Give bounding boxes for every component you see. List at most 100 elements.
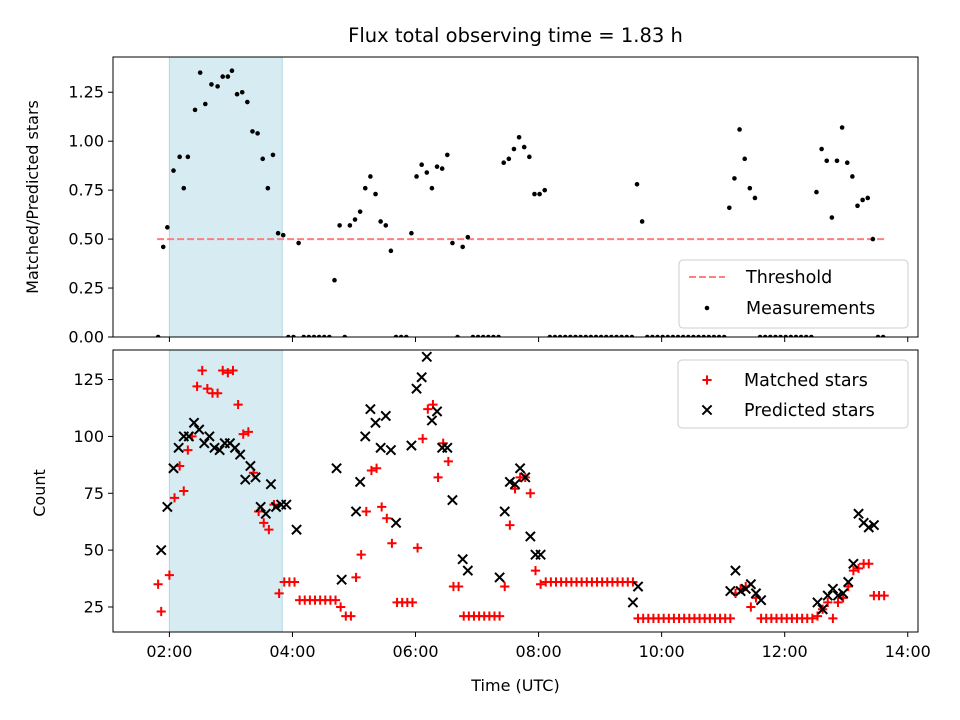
predicted-stars-point: [514, 462, 526, 474]
legend-threshold-label: Threshold: [745, 268, 832, 288]
predicted-stars-point: [350, 506, 362, 517]
matched-stars-point: [525, 488, 535, 498]
measurement-point: [491, 334, 496, 337]
predicted-stars-point: [421, 351, 433, 363]
predicted-stars-point: [173, 442, 184, 454]
x-tick-label: 04:00: [269, 642, 315, 661]
predicted-stars-point: [245, 460, 256, 472]
y-tick-label: 75: [84, 484, 104, 503]
predicted-stars-point: [365, 403, 376, 415]
measurement-point: [327, 334, 332, 337]
measurement-point: [460, 244, 465, 250]
matched-stars-point: [233, 399, 243, 410]
measurement-point: [301, 334, 307, 337]
legend-box: [677, 359, 909, 429]
matched-stars-point: [238, 429, 248, 439]
measurement-point: [352, 217, 358, 222]
matched-stars-point: [864, 559, 874, 569]
matched-stars-point: [848, 565, 858, 576]
matched-stars-point: [264, 525, 274, 535]
measurement-point: [445, 152, 450, 158]
predicted-stars-point: [853, 508, 864, 520]
predicted-stars-point: [280, 499, 292, 510]
predicted-stars-point: [535, 549, 546, 560]
measurement-point: [562, 334, 568, 337]
matched-stars-point: [202, 384, 212, 394]
measurement-point: [373, 191, 378, 197]
measurement-point: [202, 101, 208, 107]
measurement-point: [357, 209, 363, 214]
matched-stars-point: [807, 613, 817, 623]
matched-stars-point: [833, 597, 843, 608]
predicted-stars-point: [336, 574, 347, 586]
x-tick-label: 08:00: [516, 642, 562, 661]
predicted-stars-point: [632, 581, 644, 592]
matched-stars-point: [505, 520, 515, 530]
y-tick-label: 25: [84, 597, 104, 616]
predicted-stars-point: [416, 371, 427, 383]
matched-stars-point: [336, 602, 346, 612]
predicted-stars-point: [411, 383, 422, 394]
measurement-point: [644, 334, 650, 337]
measurement-point: [650, 334, 655, 337]
measurement-point: [286, 334, 291, 337]
measurement-point: [347, 223, 353, 228]
matched-stars-point: [223, 368, 233, 378]
predicted-stars-point: [375, 442, 386, 454]
measurement-point: [337, 223, 342, 228]
measurement-point: [516, 134, 522, 140]
predicted-stars-point: [265, 478, 277, 490]
legend-box: [678, 259, 909, 329]
matched-stars-point: [453, 581, 464, 592]
measurement-point: [177, 154, 182, 160]
matched-stars-point: [218, 365, 228, 376]
measurement-point: [762, 334, 768, 337]
measurement-point: [634, 181, 640, 187]
measurement-point: [260, 156, 266, 162]
matched-stars-point: [387, 538, 397, 548]
measurement-point: [414, 174, 419, 179]
measurement-point: [665, 334, 671, 337]
y-tick-label: 125: [73, 370, 104, 389]
predicted-stars-point: [525, 531, 536, 542]
predicted-stars-point: [499, 506, 511, 517]
predicted-stars-point: [441, 442, 453, 454]
matched-stars-point: [423, 404, 433, 414]
predicted-stars-point: [331, 462, 342, 474]
x-tick-label: 10:00: [639, 642, 685, 661]
measurement-point: [209, 82, 214, 87]
predicted-stars-point: [239, 474, 251, 485]
predicted-stars-point: [406, 440, 417, 451]
measurement-point: [383, 223, 389, 228]
measurement-point: [311, 334, 317, 337]
measurement-point: [875, 334, 881, 337]
measurement-point: [542, 187, 548, 193]
observing-window-shade: [168, 56, 283, 338]
x-axis-label: Time (UTC): [470, 676, 559, 695]
measurement-point: [532, 191, 537, 197]
measurement-point: [501, 160, 507, 166]
y-tick-label: 50: [84, 541, 104, 560]
measurement-point: [814, 189, 819, 195]
legend-predicted-label: Predicted stars: [744, 401, 875, 421]
measurement-point: [480, 334, 486, 337]
x-tick-label: 12:00: [762, 642, 808, 661]
measurement-point: [496, 334, 501, 337]
measurement-point: [486, 334, 491, 337]
predicted-stars-point: [204, 431, 215, 442]
measurement-point: [619, 334, 624, 337]
measurement-point: [583, 334, 589, 337]
measurement-point: [609, 334, 614, 337]
measurement-point: [398, 334, 404, 337]
measurement-point: [197, 70, 203, 75]
matched-stars-point: [879, 591, 889, 601]
matched-stars-point: [407, 597, 418, 608]
measurement-point: [624, 334, 630, 337]
matched-stars-point: [828, 613, 838, 623]
matched-stars-point: [156, 606, 166, 617]
measurement-point: [803, 334, 809, 337]
matched-stars-point: [530, 565, 541, 576]
matched-stars-point: [371, 463, 382, 473]
predicted-stars-point: [509, 478, 521, 490]
